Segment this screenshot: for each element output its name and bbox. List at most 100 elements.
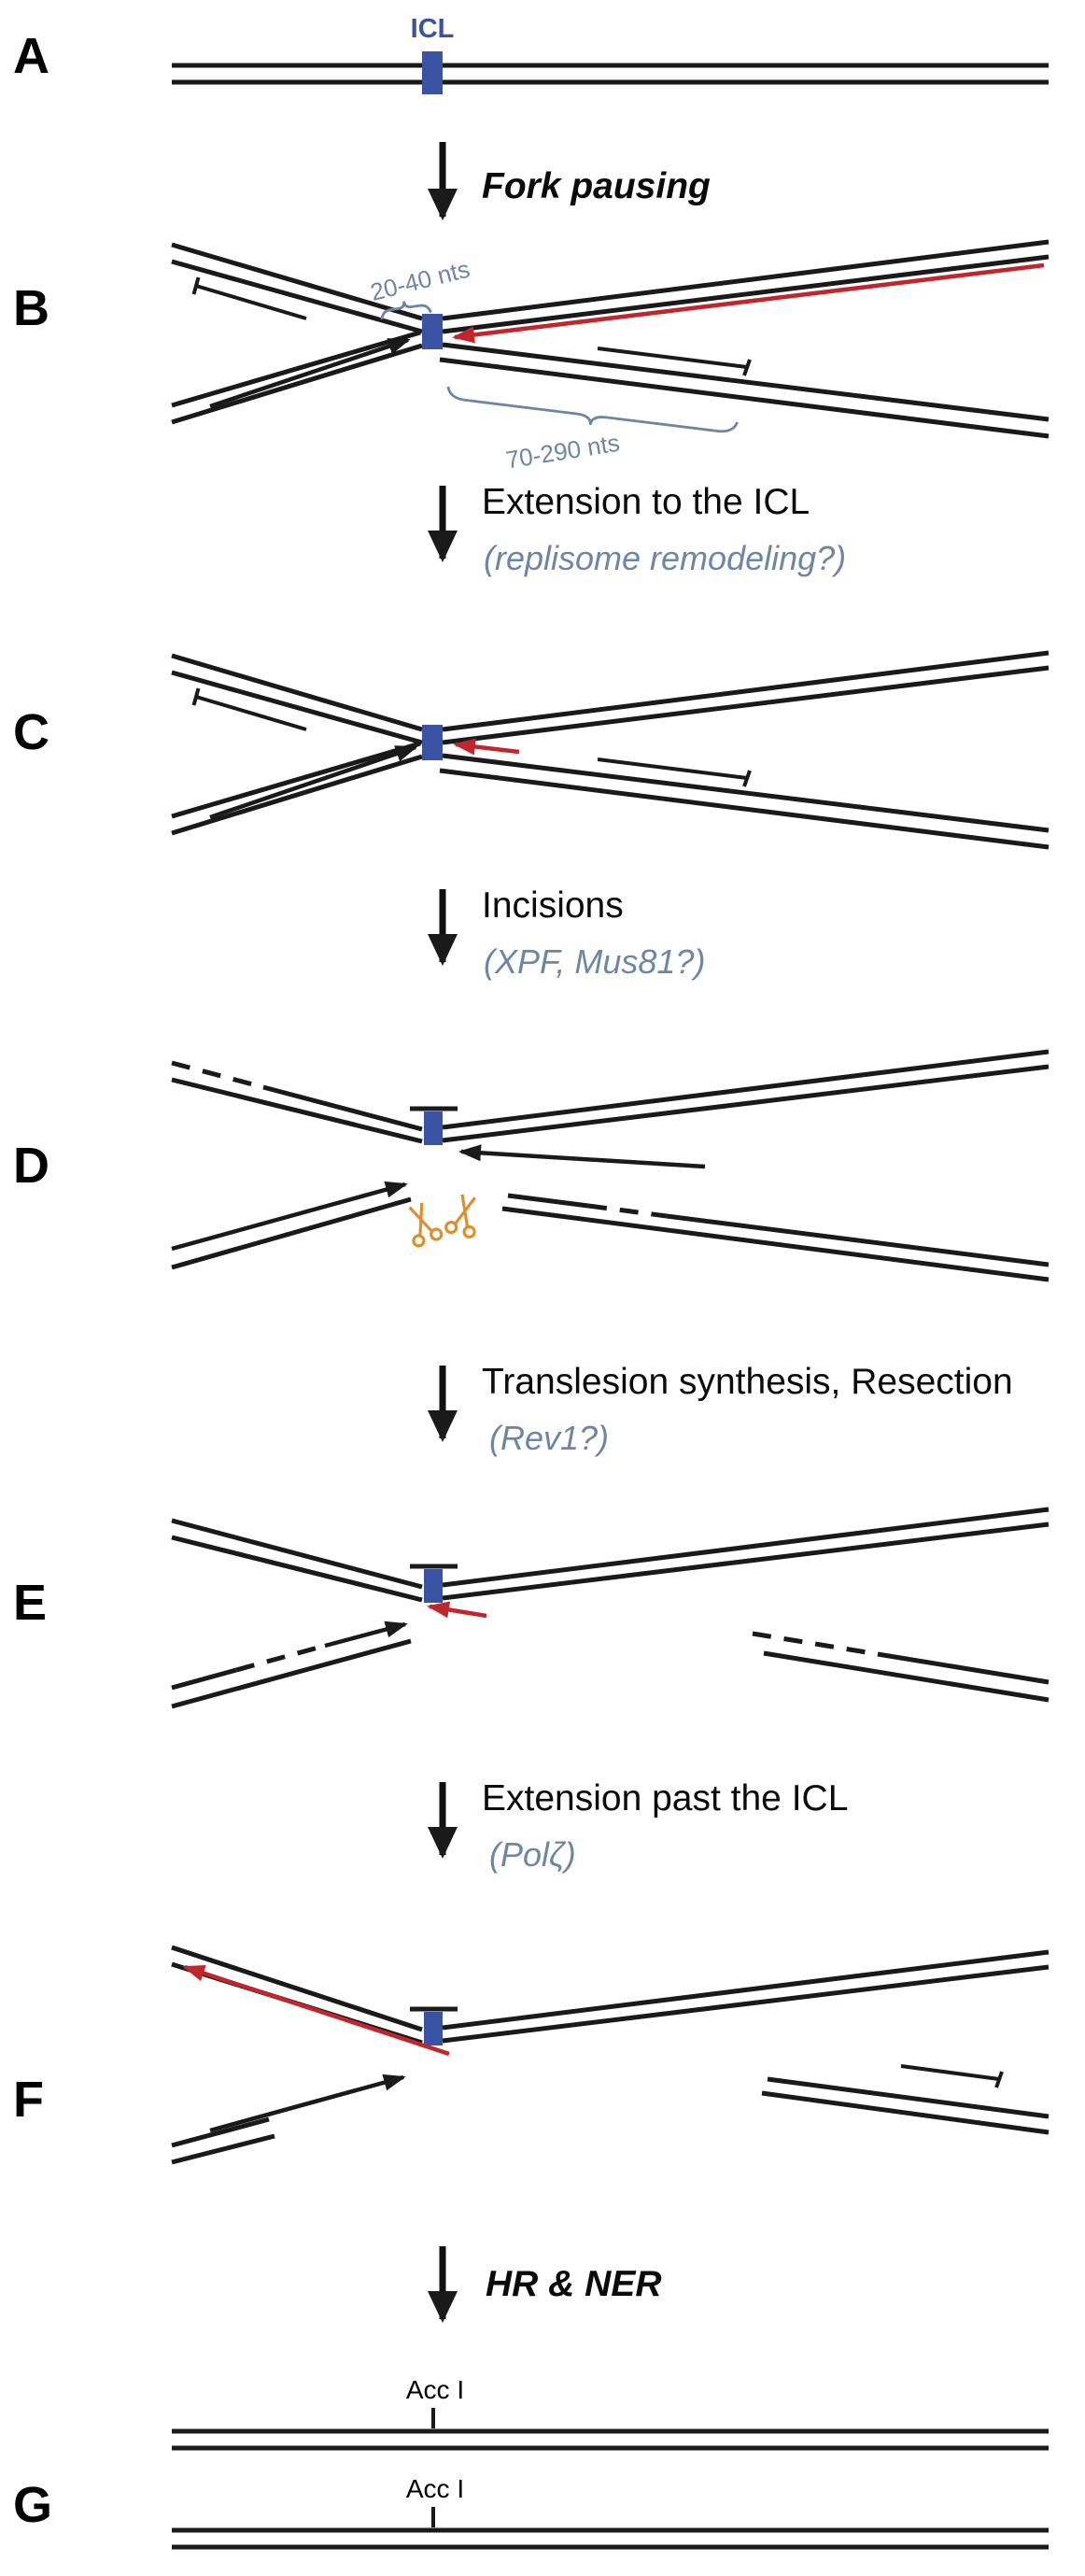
gap-bottom-brace	[446, 386, 739, 433]
right-fork-top-strand-1	[442, 650, 1050, 732]
panel-f: F	[13, 1945, 1050, 2165]
icl-crosslink	[422, 725, 443, 760]
gap-top-label: 20-40 nts	[368, 255, 472, 306]
step-3-subtitle: (XPF, Mus81?)	[484, 942, 705, 981]
icl-crosslink	[422, 314, 443, 349]
step-3-incisions: Incisions (XPF, Mus81?)	[428, 885, 705, 981]
left-fork-top-strand-2	[171, 670, 423, 745]
resected-strand-dashes	[171, 1060, 264, 1090]
panel-c: C	[13, 650, 1050, 850]
left-fork-lagging-strand	[195, 695, 307, 731]
bottom-right-strand-2	[763, 1650, 1050, 1703]
panel-b-letter: B	[13, 280, 49, 336]
step-2-title: Extension to the ICL	[482, 482, 810, 522]
panel-d: D	[13, 1049, 1050, 1282]
left-fork-leading-strand-arrow	[209, 337, 411, 409]
step-5-extension-past-icl: Extension past the ICL (Polζ)	[428, 1778, 848, 1874]
panel-d-letter: D	[13, 1138, 49, 1194]
bottom-right-strand-2	[501, 1206, 1050, 1282]
step-3-title: Incisions	[482, 885, 624, 926]
right-fork-top-strand-1	[442, 239, 1050, 321]
step-4-tls-resection: Translesion synthesis, Resection (Rev1?)	[428, 1362, 1013, 1457]
panel-a: A ICL	[13, 14, 1049, 94]
left-fork-bottom-strand-2	[171, 343, 423, 425]
panel-a-letter: A	[13, 28, 49, 84]
right-fork-lagging-end-tick	[742, 770, 752, 787]
gap-bottom-label: 70-290 nts	[504, 429, 622, 474]
leading-strand-at-icl-arrow	[458, 1144, 706, 1169]
step-1-title: Fork pausing	[482, 166, 711, 206]
bottom-right-resection-dashes	[587, 1203, 668, 1219]
left-fork-bottom-strand-1	[171, 741, 421, 819]
step-4-subtitle: (Rev1?)	[489, 1419, 609, 1457]
top-right-strand-2	[442, 1964, 1050, 2044]
step-5-subtitle: (Polζ)	[489, 1835, 576, 1874]
panel-f-letter: F	[13, 2072, 44, 2128]
bottom-left-leading-strand-arrow	[209, 2074, 406, 2133]
right-fork-bottom-strand-1	[442, 753, 1050, 833]
left-fork-leading-strand-arrow	[209, 744, 418, 820]
top-right-strand-1	[442, 1049, 1050, 1130]
bottom-right-lagging-end-tick	[994, 2071, 1004, 2088]
top-left-strand-1	[171, 1518, 423, 1590]
top-right-strand-1	[442, 1949, 1050, 2031]
top-left-strand-1	[171, 1945, 423, 2032]
icl-crosslink	[424, 1569, 443, 1603]
bottom-right-strand-1b	[666, 1213, 1050, 1267]
bottom-right-strand-1	[877, 1651, 1050, 1685]
restriction-site-1-label: Acc I	[406, 2375, 464, 2404]
top-right-strand-1	[442, 1507, 1050, 1588]
tls-insertion-red-arrow	[427, 1601, 487, 1619]
left-fork-bottom-strand-2	[171, 754, 423, 836]
top-right-strand-2	[442, 1064, 1050, 1143]
top-right-strand-2	[442, 1522, 1050, 1601]
left-fork-top-strand-1	[171, 653, 423, 732]
bottom-left-resection-dashes	[235, 1643, 326, 1673]
left-fork-top-strand-1	[171, 242, 423, 321]
panel-c-letter: C	[13, 704, 49, 760]
bottom-left-strand-2	[171, 1196, 412, 1270]
scissors-icon	[408, 1202, 444, 1248]
bottom-right-strand-1a	[507, 1193, 589, 1209]
bottom-left-stub-strand-1	[171, 2116, 270, 2148]
leading-strand-extension-red-arrow	[453, 738, 520, 756]
right-fork-bottom-strand-2	[439, 357, 1050, 439]
bottom-right-strand-1	[767, 2076, 1050, 2119]
right-fork-bottom-strand-2	[439, 768, 1050, 850]
panel-e-letter: E	[13, 1575, 47, 1631]
top-left-strand-2	[171, 1077, 423, 1144]
scissors-icon	[444, 1194, 476, 1239]
icl-crosslink	[422, 51, 443, 94]
step-2-extension-to-icl: Extension to the ICL (replisome remodeli…	[428, 482, 846, 577]
right-fork-top-strand-2	[442, 254, 1050, 334]
left-fork-top-strand-2	[171, 259, 423, 334]
step-5-title: Extension past the ICL	[482, 1778, 848, 1819]
bottom-left-stub-strand-2	[171, 2133, 275, 2165]
panel-b: B 20-40 nts 70-290 nts	[13, 239, 1050, 474]
left-fork-bottom-strand-1	[171, 330, 421, 408]
icl-crosslink	[424, 1111, 443, 1145]
top-left-strand-1	[262, 1084, 423, 1132]
bottom-right-strand-2	[761, 2090, 1050, 2135]
restriction-site-2-label: Acc I	[406, 2474, 464, 2503]
step-6-hr-ner: HR & NER	[428, 2246, 662, 2323]
bottom-left-strand-2	[171, 1638, 412, 1709]
icl-crosslink	[424, 2012, 443, 2045]
left-fork-lagging-end-tick	[191, 276, 201, 295]
bottom-left-leading-strand-arrow	[324, 1621, 408, 1649]
right-fork-lagging-end-tick	[742, 359, 752, 376]
extension-past-icl-red-arrow	[182, 1964, 450, 2057]
step-6-title: HR & NER	[486, 2264, 662, 2304]
step-1-fork-pausing: Fork pausing	[428, 142, 711, 220]
right-fork-lagging-strand	[597, 347, 748, 369]
bottom-left-leading-strand-arrow	[171, 1181, 408, 1252]
bottom-right-lagging-strand	[900, 2064, 1000, 2081]
panel-e: E	[13, 1507, 1050, 1709]
right-fork-lagging-strand	[597, 757, 748, 780]
panel-g: G Acc I Acc I	[13, 2375, 1049, 2550]
step-4-title: Translesion synthesis, Resection	[482, 1362, 1013, 1402]
right-fork-bottom-strand-1	[442, 342, 1050, 422]
step-2-subtitle: (replisome remodeling?)	[484, 539, 846, 577]
bottom-right-resection-dashes	[752, 1631, 879, 1657]
right-fork-top-strand-2	[442, 665, 1050, 745]
